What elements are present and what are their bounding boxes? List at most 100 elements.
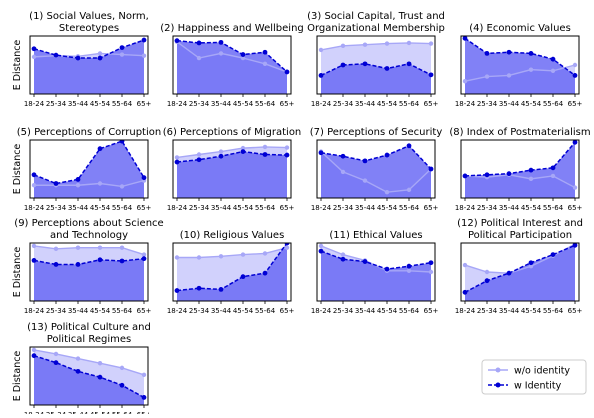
point-w-identity [174, 159, 180, 165]
legend-label: w Identity [514, 381, 562, 392]
point-w-identity [174, 288, 180, 293]
series-line-w-identity [176, 150, 288, 163]
point-w-identity [318, 248, 324, 254]
legend-label: w/o identity [514, 366, 570, 377]
point-wo-identity [550, 173, 556, 179]
x-tick-label: 45-54 [90, 307, 111, 315]
point-wo-identity [462, 262, 468, 268]
point-wo-identity [284, 245, 290, 250]
x-tick-label: 35-44 [355, 100, 376, 108]
subplot-title: (9) Perceptions about Science [14, 218, 163, 229]
legend: w/o identity w Identity [481, 359, 587, 395]
point-w-identity [31, 258, 37, 263]
point-w-identity [428, 260, 434, 266]
plot-area [31, 347, 147, 405]
point-w-identity [196, 40, 202, 46]
point-wo-identity [240, 145, 246, 151]
x-tick-label: 25-34 [333, 100, 354, 108]
x-tick-label: 55-64 [255, 204, 276, 212]
point-w-identity [53, 52, 59, 58]
point-w-identity [506, 49, 512, 55]
x-tick-label: 45-54 [377, 204, 398, 212]
point-w-identity [428, 166, 434, 172]
plot-frame [172, 139, 292, 199]
x-tick-label: 65+ [424, 100, 439, 108]
x-tick-label: 45-54 [233, 100, 254, 108]
point-w-identity [506, 270, 512, 276]
series-line-wo-identity [177, 246, 288, 259]
x-tick-label: 55-64 [255, 307, 276, 315]
x-tick-label: 18-24 [24, 307, 45, 315]
plot-frame [172, 242, 292, 302]
x-tick-label: 35-44 [68, 307, 89, 315]
subplot-title: (5) Perceptions of Corruption [17, 127, 161, 138]
y-axis-label: E Distance [12, 144, 23, 195]
x-tick-label: 45-54 [521, 307, 542, 315]
point-wo-identity [218, 51, 224, 56]
point-wo-identity [31, 54, 37, 60]
x-tick-label: 25-34 [477, 204, 498, 212]
series-line-w-identity [464, 141, 576, 177]
x-tick-label: 55-64 [543, 307, 564, 315]
plot-area [31, 37, 147, 94]
plot-area [31, 140, 147, 198]
x-tick-label: 45-54 [90, 100, 111, 108]
point-w-identity [340, 153, 346, 159]
point-wo-identity [528, 264, 534, 269]
x-tick-label: 25-34 [477, 100, 498, 108]
x-tick-label: 45-54 [521, 100, 542, 108]
point-wo-identity [218, 254, 224, 259]
plot-frame [29, 139, 149, 199]
point-w-identity [428, 72, 434, 78]
point-wo-identity [406, 40, 412, 46]
x-tick-label: 18-24 [167, 307, 188, 315]
point-wo-identity [141, 252, 147, 257]
point-wo-identity [31, 183, 37, 188]
plot-frame [316, 35, 436, 95]
series-line-wo-identity [176, 146, 288, 159]
point-wo-identity [262, 251, 268, 256]
point-w-identity [31, 353, 37, 359]
area-fill-w-identity [465, 38, 575, 94]
area-fill-w-identity [34, 258, 144, 301]
x-tick-label: 35-44 [499, 307, 520, 315]
subplot-title: and Technology [50, 230, 128, 241]
point-wo-identity [196, 55, 202, 61]
x-tick-label: 35-44 [499, 204, 520, 212]
point-wo-identity [31, 347, 37, 353]
point-w-identity [31, 46, 37, 52]
point-w-identity [550, 56, 556, 62]
subplot-title: (6) Perceptions of Migration [163, 127, 302, 138]
point-wo-identity [119, 184, 125, 189]
x-tick-label: 25-34 [477, 307, 498, 315]
point-wo-identity [362, 178, 368, 183]
point-w-identity [484, 172, 490, 178]
point-w-identity [528, 167, 534, 173]
legend-marker [495, 382, 501, 388]
point-w-identity [462, 36, 468, 41]
point-w-identity [196, 285, 202, 291]
point-w-identity [119, 140, 125, 144]
area-fill-w-identity [34, 141, 144, 198]
point-w-identity [340, 62, 346, 68]
point-w-identity [506, 171, 512, 177]
subplot-1: (1) Social Values, Norm,Stereotypes 18-24… [12, 11, 152, 108]
plot-area [174, 243, 290, 301]
point-wo-identity [75, 245, 81, 250]
x-tick-label: 65+ [568, 100, 583, 108]
point-w-identity [218, 39, 224, 45]
point-wo-identity [119, 365, 125, 371]
x-tick-label: 55-64 [112, 204, 133, 212]
point-w-identity [406, 143, 412, 149]
point-w-identity [550, 252, 556, 257]
point-w-identity [97, 257, 103, 263]
x-tick-label: 65+ [137, 307, 152, 315]
x-tick-label: 25-34 [189, 307, 210, 315]
plot-frame [29, 242, 149, 302]
x-tick-label: 65+ [280, 100, 295, 108]
x-tick-label: 18-24 [455, 307, 476, 315]
point-wo-identity [572, 62, 578, 68]
point-wo-identity [196, 152, 202, 157]
x-tick-label: 45-54 [377, 100, 398, 108]
